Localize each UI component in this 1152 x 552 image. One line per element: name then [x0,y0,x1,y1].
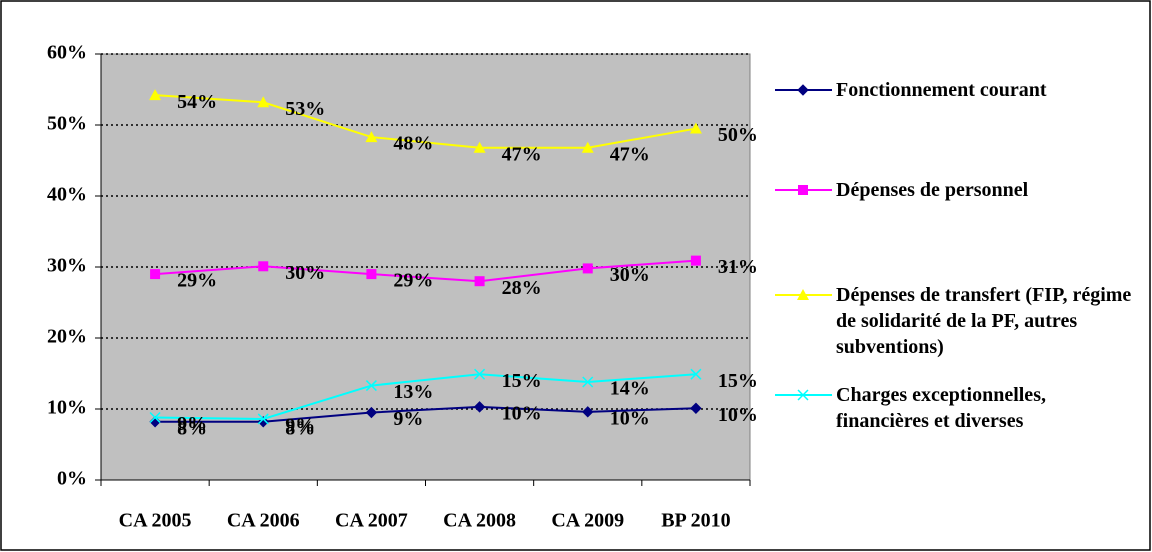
marker [474,368,486,380]
y-tick-label: 60% [47,42,87,64]
marker [258,261,269,272]
x-tick-label: CA 2008 [443,510,516,532]
marker [690,402,702,414]
x-tick-label: CA 2009 [551,510,624,532]
y-tick-label: 20% [47,326,87,348]
x-tick-label: BP 2010 [661,510,730,532]
marker [797,289,809,300]
data-label: 9% [177,413,207,435]
marker [257,96,270,108]
data-label: 31% [718,256,758,278]
legend-label: Dépenses de transfert (FIP, régime de so… [836,284,1132,358]
marker [149,89,162,101]
x-tick-label: CA 2007 [335,510,408,532]
data-label: 29% [177,270,217,292]
marker [150,269,161,280]
marker [473,141,486,153]
legend-label: Dépenses de personnel [836,179,1029,201]
marker [797,84,809,96]
data-label: 47% [610,143,650,165]
data-label: 15% [718,370,758,392]
data-label: 30% [285,262,325,284]
data-label: 53% [285,98,325,120]
marker [797,389,809,401]
y-tick-label: 30% [47,255,87,277]
data-label: 10% [610,407,650,429]
y-tick-label: 10% [47,397,87,419]
data-label: 28% [502,277,542,299]
marker [473,401,486,413]
marker [689,122,702,134]
marker [582,376,594,388]
data-label: 8% [285,417,315,439]
data-label: 10% [502,402,542,424]
data-label: 15% [502,370,542,392]
data-label: 54% [177,91,217,113]
series-line [155,94,697,149]
data-label: 10% [718,404,758,426]
marker [798,185,808,195]
marker [365,406,378,419]
marker [365,380,377,392]
y-tick-label: 40% [47,184,87,206]
marker [366,269,377,280]
data-label: 30% [610,264,650,286]
series-line [155,373,696,420]
x-tick-label: CA 2006 [227,510,300,532]
data-label: 50% [718,124,758,146]
marker [257,413,269,425]
data-label: 13% [393,381,433,403]
series-line [155,259,696,283]
marker [474,276,485,287]
marker [365,131,378,143]
data-label: 9% [393,408,423,430]
data-label: 9% [285,415,315,437]
y-tick-label: 50% [47,113,87,135]
marker [581,141,594,153]
legend-label: Fonctionnement courant [836,79,1047,101]
data-label: 47% [502,143,542,165]
data-label: 8% [177,417,207,439]
x-tick-label: CA 2005 [119,510,192,532]
y-tick-label: 0% [57,468,87,490]
marker [582,263,593,274]
marker [690,368,702,380]
marker [690,255,701,266]
data-label: 48% [393,133,433,155]
marker [149,411,161,424]
series-line [155,405,696,423]
data-label: 14% [610,378,650,400]
marker [582,406,594,418]
data-label: 29% [393,270,433,292]
legend-label: Charges exceptionnelles, financières et … [836,384,1046,432]
